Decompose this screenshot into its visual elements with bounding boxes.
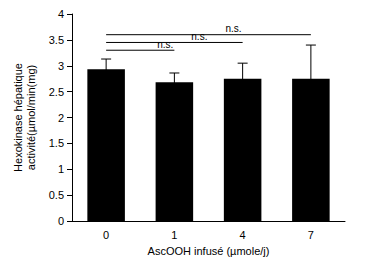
svg-text:0.5: 0.5	[49, 189, 64, 201]
svg-text:Hexokinase hépatique: Hexokinase hépatique	[12, 63, 24, 172]
svg-text:4: 4	[58, 8, 64, 20]
svg-text:2: 2	[58, 112, 64, 124]
svg-text:0: 0	[103, 229, 109, 241]
svg-text:0: 0	[58, 215, 64, 227]
svg-text:4: 4	[240, 229, 246, 241]
svg-text:n.s.: n.s.	[225, 23, 241, 34]
svg-text:1: 1	[171, 229, 177, 241]
svg-text:AscOOH infusé (µmole/j): AscOOH infusé (µmole/j)	[148, 245, 270, 257]
svg-text:3: 3	[58, 60, 64, 72]
svg-text:activité(µmol/min(mg): activité(µmol/min(mg)	[25, 65, 37, 170]
svg-text:1.5: 1.5	[49, 137, 64, 149]
svg-text:2.5: 2.5	[49, 86, 64, 98]
svg-text:3.5: 3.5	[49, 34, 64, 46]
svg-text:n.s.: n.s.	[157, 39, 173, 50]
svg-text:n.s.: n.s.	[191, 31, 207, 42]
svg-text:7: 7	[308, 229, 314, 241]
svg-text:1: 1	[58, 163, 64, 175]
